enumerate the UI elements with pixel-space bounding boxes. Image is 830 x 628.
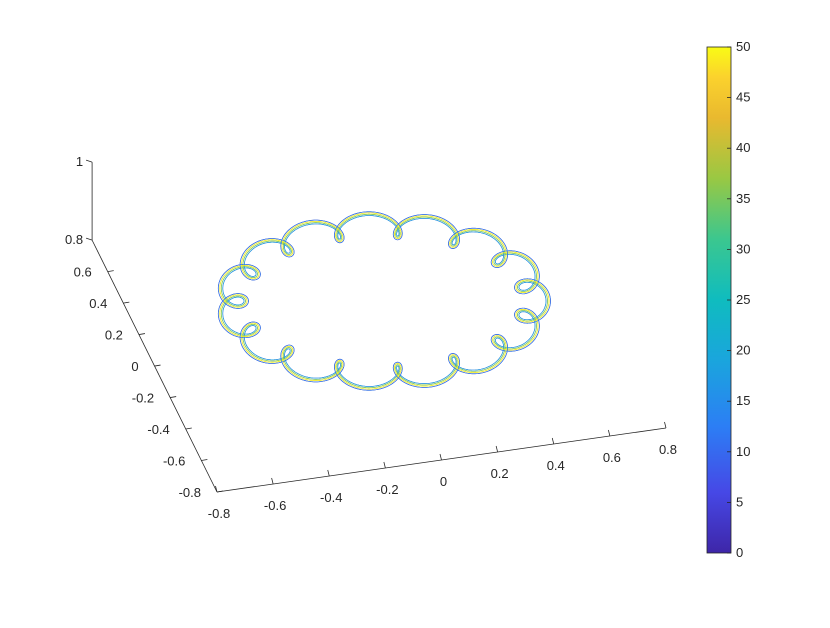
x-tick-label: 0.2 — [491, 466, 509, 481]
y-tick-mark — [201, 459, 208, 461]
colorbar-tick-label: 0 — [736, 545, 743, 560]
colorbar-tick-label: 10 — [736, 444, 750, 459]
axis-ticks: -0.8 -0.6 -0.4 -0.2 0 0.2 0.4 0.6 0.8 -0.8 -0.6 -0.… — [65, 154, 677, 521]
x-tick-mark — [664, 421, 667, 429]
x-tick-label: -0.8 — [208, 506, 230, 521]
y-tick-label: -0.4 — [147, 422, 169, 437]
colorbar-tick-label: 20 — [736, 343, 750, 358]
y-tick-mark — [123, 301, 130, 304]
colorbar-tick-label: 15 — [736, 393, 750, 408]
x-tick-mark — [271, 477, 274, 485]
colorbar-tick-label: 40 — [736, 140, 750, 155]
z-tick-mark — [85, 237, 93, 241]
x-tick-label: 0 — [440, 474, 447, 489]
z-tick-mark — [85, 159, 93, 163]
x-tick-label: -0.2 — [376, 482, 398, 497]
axes — [91, 162, 667, 493]
curve-trace — [217, 211, 551, 391]
x-tick-mark — [607, 429, 611, 437]
y-tick-mark — [170, 396, 177, 398]
x-tick-label: 0.4 — [547, 458, 565, 473]
colorbar: 0 5 10 15 20 25 30 35 40 45 50 — [706, 39, 750, 560]
x-tick-mark — [327, 469, 330, 477]
y-tick-label: 0.4 — [89, 296, 107, 311]
colorbar-tick-label: 45 — [736, 90, 750, 105]
x-tick-label: 0.6 — [603, 450, 621, 465]
curve-trace — [222, 215, 547, 387]
x-tick-mark — [439, 453, 442, 461]
y-tick-mark — [138, 333, 146, 335]
x-tick-mark — [551, 437, 555, 445]
z-tick-label: 0.8 — [65, 232, 83, 247]
y-tick-label: -0.8 — [179, 485, 201, 500]
y-tick-mark — [154, 364, 161, 367]
y-tick-mark — [185, 427, 192, 430]
colorbar-tick-label: 50 — [736, 39, 750, 54]
y-tick-label: 0.6 — [74, 265, 92, 280]
y-tick-label: -0.6 — [163, 454, 185, 469]
z-tick-label: 1 — [76, 154, 83, 169]
colorbar-tick-label: 35 — [736, 191, 750, 206]
colorbar-tick-label: 25 — [736, 292, 750, 307]
colorbar-tick-label: 5 — [736, 494, 743, 509]
plot-curves — [217, 211, 551, 391]
x-tick-mark — [495, 445, 499, 453]
curve-trace — [219, 212, 550, 390]
x-tick-label: -0.6 — [264, 498, 286, 513]
x-tick-label: -0.4 — [320, 490, 342, 505]
x-tick-mark — [215, 485, 218, 493]
y-tick-label: 0 — [131, 359, 138, 374]
y-tick-label: -0.2 — [132, 391, 154, 406]
y-tick-mark — [216, 490, 224, 493]
y-tick-mark — [107, 270, 114, 273]
x-tick-label: 0.8 — [659, 442, 677, 457]
y-tick-label: 0.2 — [105, 328, 123, 343]
x-tick-mark — [383, 461, 386, 469]
colorbar-tick-label: 30 — [736, 241, 750, 256]
curve-trace — [220, 213, 548, 389]
